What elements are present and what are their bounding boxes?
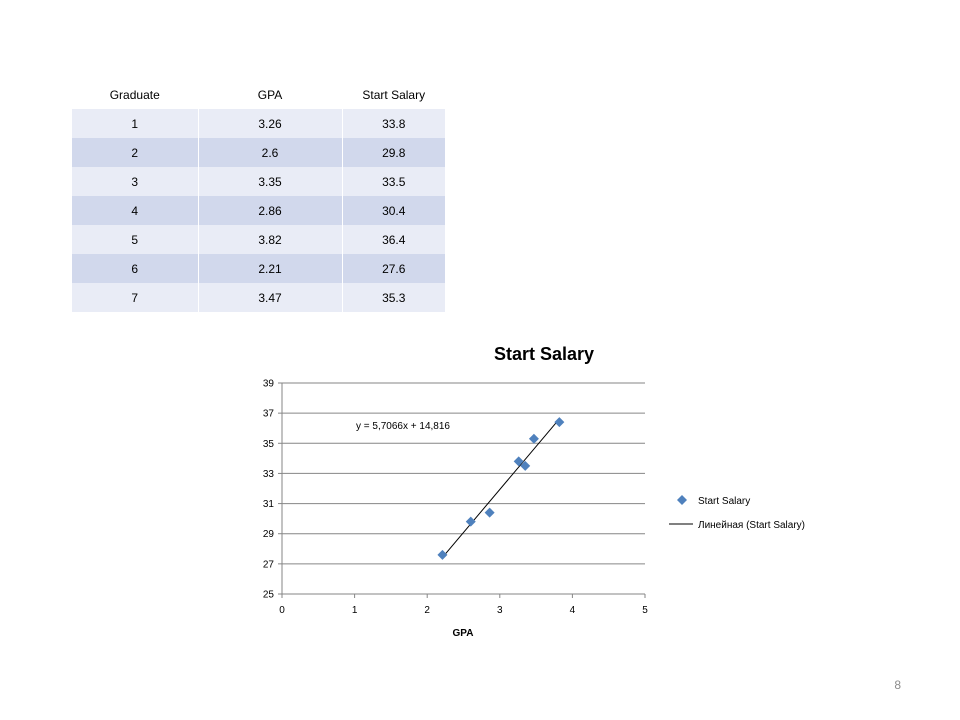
table-row: 6 2.21 27.6	[72, 254, 445, 283]
points-layer	[437, 417, 565, 560]
cell-start-salary: 36.4	[341, 225, 445, 254]
data-point	[513, 456, 524, 467]
y-tick-label: 35	[263, 439, 275, 450]
cell-graduate: 4	[72, 196, 198, 225]
data-table: Graduate GPA Start Salary 1 3.26 33.8 2 …	[72, 80, 445, 312]
cell-gpa: 3.82	[197, 225, 342, 254]
y-tick-label: 31	[263, 499, 275, 510]
cell-start-salary: 30.4	[341, 196, 445, 225]
data-point	[465, 516, 476, 527]
trendline-equation: y = 5,7066x + 14,816	[356, 421, 450, 432]
x-tick-label: 3	[497, 605, 503, 616]
cell-gpa: 2.6	[197, 138, 342, 167]
legend: Start Salary Линейная (Start Salary)	[669, 495, 805, 531]
trendline-layer	[442, 418, 560, 558]
table-row: 1 3.26 33.8	[72, 109, 445, 138]
table-header-row: Graduate GPA Start Salary	[72, 80, 445, 109]
cell-start-salary: 29.8	[341, 138, 445, 167]
cell-graduate: 7	[72, 283, 198, 312]
data-point	[484, 507, 495, 518]
cell-gpa: 2.86	[197, 196, 342, 225]
grid-layer	[282, 382, 645, 595]
header-graduate: Graduate	[72, 80, 198, 109]
table-row: 5 3.82 36.4	[72, 225, 445, 254]
data-point	[528, 433, 539, 444]
header-start-salary: Start Salary	[341, 80, 445, 109]
y-tick-label: 33	[263, 469, 275, 480]
y-tick-label: 37	[263, 409, 275, 420]
chart-title: Start Salary	[494, 344, 594, 364]
header-gpa: GPA	[197, 80, 342, 109]
cell-graduate: 2	[72, 138, 198, 167]
page-number: 8	[894, 678, 901, 692]
x-tick-label: 0	[279, 605, 285, 616]
x-tick-label: 4	[570, 605, 576, 616]
cell-graduate: 5	[72, 225, 198, 254]
legend-label-trendline: Линейная (Start Salary)	[698, 520, 805, 531]
cell-gpa: 2.21	[197, 254, 342, 283]
cell-graduate: 3	[72, 167, 198, 196]
cell-gpa: 3.47	[197, 283, 342, 312]
cell-gpa: 3.35	[197, 167, 342, 196]
legend-marker-start-salary	[677, 495, 687, 505]
table-row: 7 3.47 35.3	[72, 283, 445, 312]
y-tick-label: 29	[263, 529, 275, 540]
cell-start-salary: 27.6	[341, 254, 445, 283]
cell-gpa: 3.26	[197, 109, 342, 138]
trendline	[442, 418, 560, 558]
cell-start-salary: 33.5	[341, 167, 445, 196]
x-tick-label: 5	[642, 605, 648, 616]
data-point	[437, 549, 448, 560]
legend-label-start-salary: Start Salary	[698, 496, 750, 507]
y-tick-label: 27	[263, 559, 275, 570]
cell-start-salary: 33.8	[341, 109, 445, 138]
x-tick-label: 1	[352, 605, 358, 616]
table-row: 3 3.35 33.5	[72, 167, 445, 196]
data-point	[520, 460, 531, 471]
y-tick-label: 39	[263, 379, 275, 390]
cell-graduate: 1	[72, 109, 198, 138]
cell-graduate: 6	[72, 254, 198, 283]
x-axis-title: GPA	[453, 628, 474, 639]
y-tick-label: 25	[263, 590, 275, 601]
cell-start-salary: 35.3	[341, 283, 445, 312]
x-tick-label: 2	[424, 605, 430, 616]
table-row: 2 2.6 29.8	[72, 138, 445, 167]
table-row: 4 2.86 30.4	[72, 196, 445, 225]
data-point	[554, 417, 565, 428]
axis-layer: 25 27 29 31 33 35 37 39 0 1 2 3 4 5	[263, 379, 648, 617]
